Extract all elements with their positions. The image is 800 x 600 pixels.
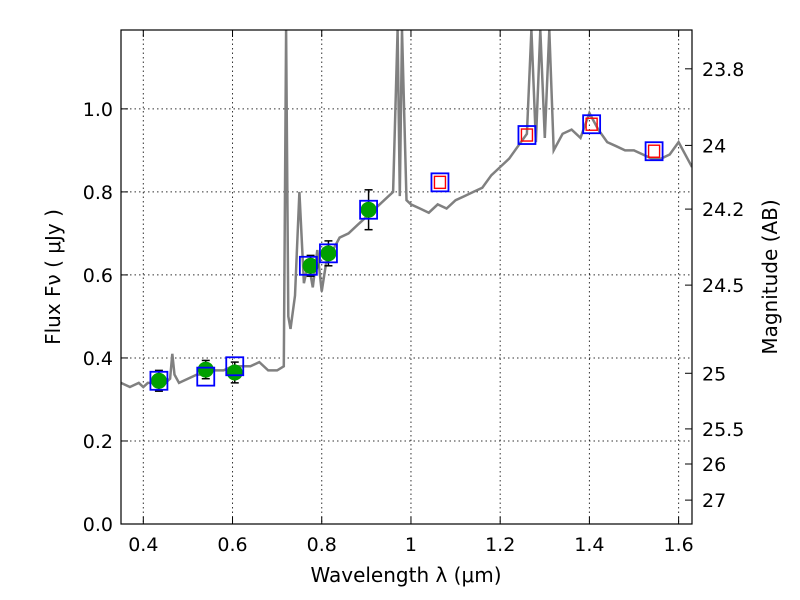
observed-point xyxy=(150,372,167,389)
y2-tick-label: 25 xyxy=(702,363,726,385)
plot-frame xyxy=(120,29,693,525)
y-tick-label: 0.6 xyxy=(83,265,113,287)
model-band-square xyxy=(359,199,378,220)
model-band-square xyxy=(225,356,245,377)
y2-tick-label: 24.5 xyxy=(702,275,744,297)
y2-tick-label: 25.5 xyxy=(702,419,744,441)
observed-points xyxy=(150,201,377,389)
y2-tick-label: 24.2 xyxy=(702,199,744,221)
y-tick-label: 0.4 xyxy=(83,348,113,370)
y2-tick-label: 24 xyxy=(702,135,726,157)
observed-point xyxy=(302,257,319,274)
y2-axis-title: Magnitude (AB) xyxy=(758,199,782,354)
model-band-square xyxy=(149,370,169,391)
x-tick-label: 0.8 xyxy=(307,534,337,556)
observed-point xyxy=(226,364,243,381)
y-tick-label: 0.2 xyxy=(83,431,113,453)
upper-limit-square xyxy=(647,144,661,158)
observed-point xyxy=(360,201,377,218)
y-axis-title: Flux Fν ( μJy ) xyxy=(41,209,65,345)
upper-limit-square xyxy=(585,117,598,131)
upper-limit-square xyxy=(433,175,447,190)
y2-tick-label: 27 xyxy=(702,490,726,512)
observed-point xyxy=(320,245,337,262)
y-tick-label: 1.0 xyxy=(83,99,113,121)
y-tick-label: 0.0 xyxy=(83,514,113,536)
grid xyxy=(121,30,692,525)
x-tick-label: 1.4 xyxy=(574,534,604,556)
model-band-square xyxy=(319,243,338,264)
model-band-square xyxy=(298,255,318,276)
x-tick-label: 0.6 xyxy=(217,534,247,556)
x-tick-label: 0.4 xyxy=(128,534,158,556)
model-band-square xyxy=(582,114,602,135)
y2-tick-label: 23.8 xyxy=(702,59,744,81)
model-band-square xyxy=(430,172,450,193)
error-bars xyxy=(154,189,373,392)
ticks xyxy=(121,30,692,525)
band-squares xyxy=(149,114,664,391)
x-tick-label: 1.2 xyxy=(485,534,515,556)
x-axis-title: Wavelength λ (μm) xyxy=(310,563,501,587)
model-band-square xyxy=(644,141,664,162)
model-band-square xyxy=(517,125,537,145)
x-tick-label: 1 xyxy=(405,534,417,556)
x-tick-label: 1.6 xyxy=(664,534,694,556)
tick-labels: 0.4 0.6 0.8 1 1.2 1.4 1.6 0.0 0.2 0.4 0.6 0.8 1.0 23.… xyxy=(83,59,745,556)
model-sed-line xyxy=(121,30,692,389)
y2-tick-label: 26 xyxy=(702,454,726,476)
y-tick-label: 0.8 xyxy=(83,182,113,204)
observed-point xyxy=(197,361,214,378)
model-band-square xyxy=(196,366,216,387)
upper-limit-square xyxy=(520,128,534,142)
